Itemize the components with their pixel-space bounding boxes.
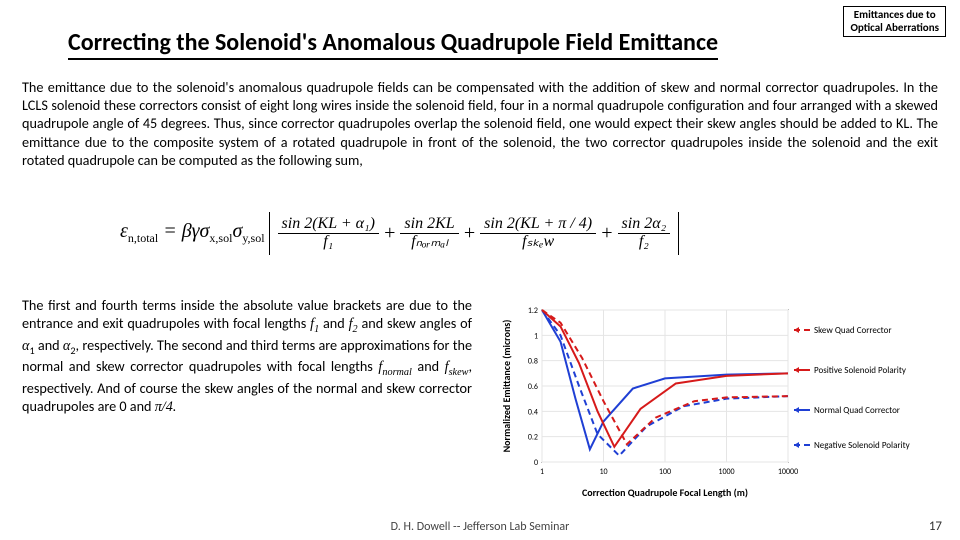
term-2: sin 2KLfₙₒᵣₘₐₗ <box>400 216 458 251</box>
svg-text:0: 0 <box>534 458 538 468</box>
abs-bracket: sin 2(KL + α₁)f₁ + sin 2KLfₙₒᵣₘₐₗ + sin … <box>269 212 680 255</box>
svg-text:0.2: 0.2 <box>528 433 538 443</box>
header-line2: Optical Aberrations <box>850 22 939 35</box>
svg-text:Correction Quadrupole Focal Le: Correction Quadrupole Focal Length (m) <box>582 486 748 499</box>
paragraph-1: The emittance due to the solenoid's anom… <box>22 78 938 169</box>
term-3: sin 2(KL + π / 4)fₛₖₑw <box>480 216 596 251</box>
svg-text:Positive Solenoid Polarity: Positive Solenoid Polarity <box>814 365 907 376</box>
svg-text:0.6: 0.6 <box>528 382 538 392</box>
svg-text:10000: 10000 <box>778 467 798 477</box>
header-note: Emittances due to Optical Aberrations <box>843 6 946 37</box>
svg-text:10: 10 <box>599 467 607 477</box>
svg-text:Skew Quad Corrector: Skew Quad Corrector <box>814 325 892 336</box>
svg-text:0.4: 0.4 <box>528 407 538 417</box>
term-1: sin 2(KL + α₁)f₁ <box>278 216 379 251</box>
emittance-chart: 0 0.2 0.4 0.6 0.8 1 1.2 1 10 100 1000 10000 Correcti… <box>498 300 918 500</box>
svg-text:1000: 1000 <box>718 467 734 477</box>
svg-text:0.8: 0.8 <box>528 357 538 367</box>
equation: εn,total = βγσx,solσy,sol sin 2(KL + α₁)… <box>120 212 679 255</box>
term-4: sin 2α₂f₂ <box>618 216 671 251</box>
page-number: 17 <box>929 519 942 534</box>
header-line1: Emittances due to <box>850 9 939 22</box>
svg-text:1: 1 <box>534 331 538 341</box>
svg-text:Normalized Emittance (microns): Normalized Emittance (microns) <box>500 320 513 453</box>
footer-text: D. H. Dowell -- Jefferson Lab Seminar <box>0 520 960 534</box>
lhs: εn,total = βγσx,solσy,sol <box>120 220 265 246</box>
page-title: Correcting the Solenoid's Anomalous Quad… <box>68 28 718 60</box>
svg-text:100: 100 <box>659 467 671 477</box>
paragraph-2: The first and fourth terms inside the ab… <box>22 296 472 416</box>
svg-text:1: 1 <box>540 467 544 477</box>
svg-text:Negative Solenoid Polarity: Negative Solenoid Polarity <box>814 440 911 451</box>
svg-text:Normal Quad Corrector: Normal Quad Corrector <box>814 405 900 416</box>
svg-text:1.2: 1.2 <box>528 306 538 316</box>
